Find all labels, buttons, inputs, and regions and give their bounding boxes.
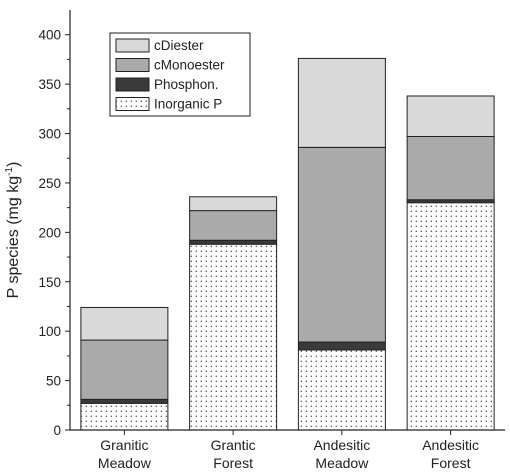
legend: cDiester cMonoester Phosphon. Inorganic P — [109, 32, 251, 117]
bar-inorganic-p-0 — [80, 402, 169, 431]
bar-cdiester-2 — [297, 57, 386, 148]
x-tick-label-line: Forest — [431, 455, 471, 471]
legend-label-cdiester: cDiester — [154, 38, 204, 53]
y-axis-title-main: P species (mg kg — [5, 176, 22, 298]
bar-cdiester-1 — [189, 196, 278, 212]
legend-swatch-phosphon — [115, 77, 150, 92]
x-tick-label-line: Meadow — [315, 455, 369, 471]
x-tick-label-1: Grantic Forest — [211, 437, 256, 471]
y-axis-title-exponent: -1 — [4, 167, 15, 176]
bar-inorganic-p-2 — [297, 349, 386, 431]
y-tick-label-250: 250 — [38, 176, 61, 191]
y-tick-label-50: 50 — [46, 374, 61, 389]
x-tick-label-line: Andesitic — [313, 437, 370, 453]
y-axis-title: P species (mg kg-1) — [4, 162, 22, 299]
y-tick-label-150: 150 — [38, 275, 61, 290]
y-tick-label-200: 200 — [38, 225, 61, 240]
y-axis-title-close: ) — [5, 162, 22, 167]
y-tick-label-0: 0 — [53, 423, 61, 438]
bar-cdiester-3 — [406, 95, 495, 138]
bar-phosphon-2 — [297, 341, 386, 351]
y-tick-label-400: 400 — [38, 28, 61, 43]
bar-inorganic-p-1 — [189, 243, 278, 431]
x-tick-label-line: Granitic — [100, 437, 148, 453]
x-tick-label-0: Granitic Meadow — [98, 437, 152, 471]
x-tick-label-line: Grantic — [211, 437, 256, 453]
bars-layer — [80, 57, 495, 431]
bar-cmonoester-1 — [189, 210, 278, 241]
legend-swatch-cmonoester — [115, 58, 150, 72]
bar-phosphon-1 — [189, 239, 278, 245]
bar-cdiester-0 — [80, 306, 169, 341]
bar-cmonoester-3 — [406, 135, 495, 201]
y-tick-label-300: 300 — [38, 127, 61, 142]
x-tick-label-3: Andesitic Forest — [422, 437, 479, 471]
legend-label-cmonoester: cMonoester — [154, 58, 225, 73]
y-tick-label-350: 350 — [38, 77, 61, 92]
legend-label-inorganic-p: Inorganic P — [154, 97, 222, 112]
legend-swatch-cdiester — [115, 38, 150, 53]
x-tick-label-line: Forest — [213, 455, 253, 471]
legend-label-phosphon: Phosphon. — [154, 77, 219, 92]
legend-swatch-inorganic-p — [115, 97, 150, 111]
x-tick-label-line: Meadow — [98, 455, 152, 471]
x-tick-label-line: Andesitic — [422, 437, 479, 453]
y-tick-label-100: 100 — [38, 324, 61, 339]
bar-inorganic-p-3 — [406, 202, 495, 431]
bar-phosphon-0 — [80, 398, 169, 404]
bar-cmonoester-2 — [297, 146, 386, 343]
bar-cmonoester-0 — [80, 339, 169, 400]
x-tick-label-2: Andesitic Meadow — [313, 437, 370, 471]
